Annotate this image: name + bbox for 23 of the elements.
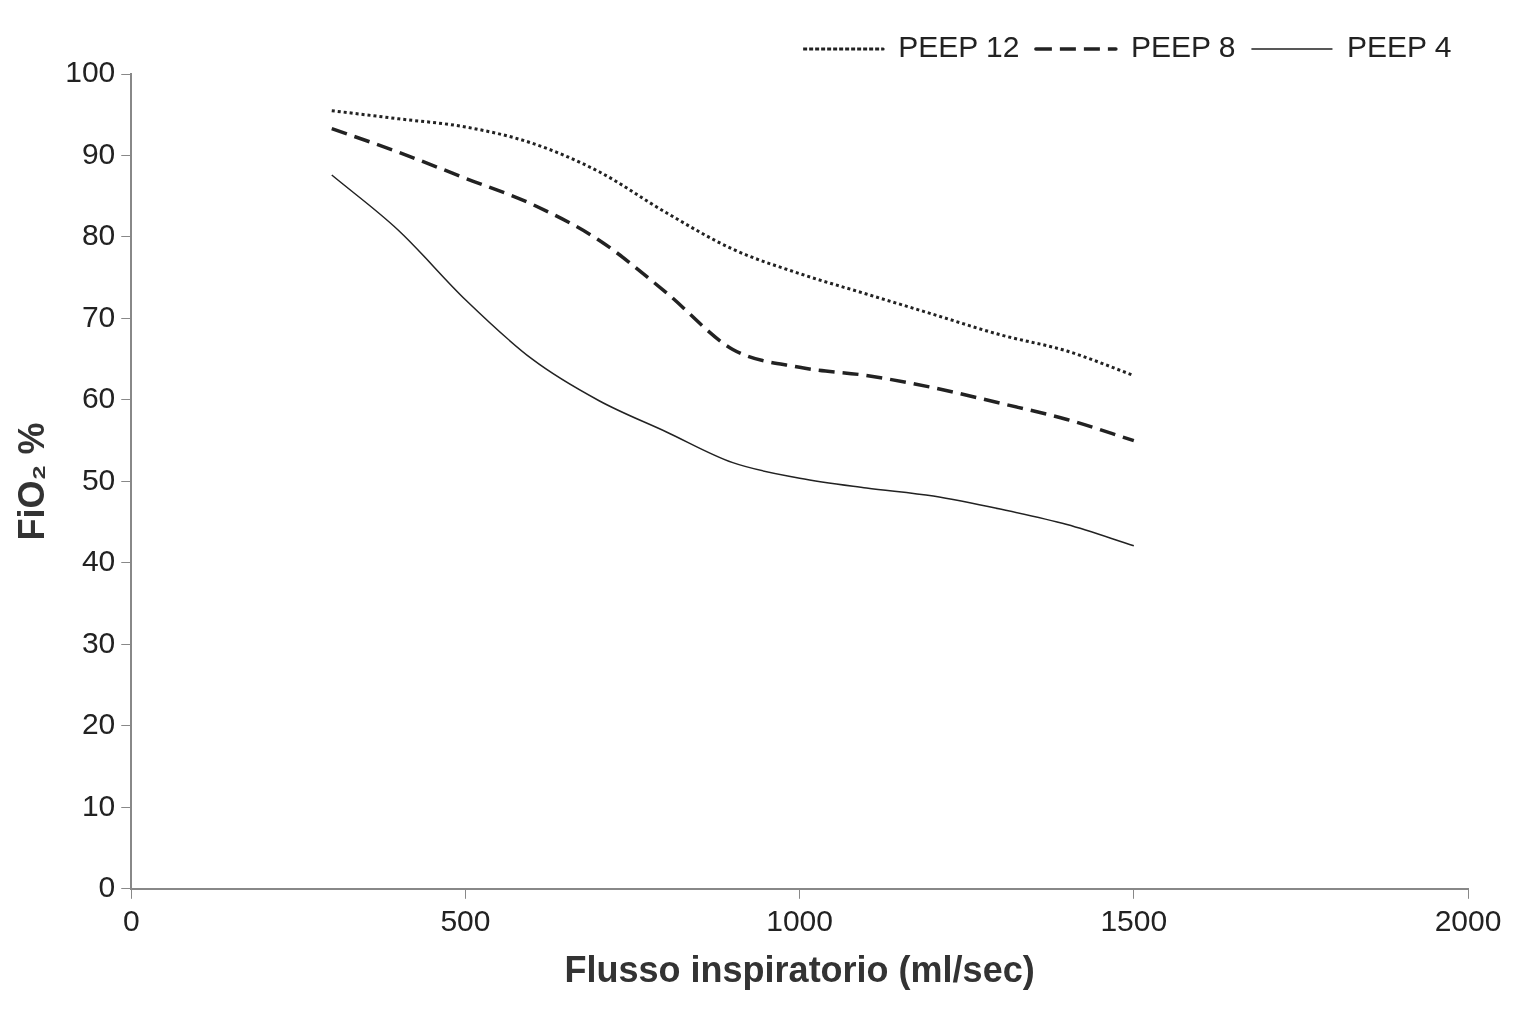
x-tick-label: 500 <box>440 904 491 938</box>
x-tick-label: 2000 <box>1434 904 1502 938</box>
y-tick-label: 80 <box>81 218 116 252</box>
y-tick-label: 0 <box>98 870 116 904</box>
y-tick-label: 20 <box>81 707 116 741</box>
y-tick-label: 50 <box>81 462 116 496</box>
y-tick-label: 70 <box>81 299 116 333</box>
line-series <box>330 126 1136 443</box>
x-tick-label: 0 <box>122 904 140 938</box>
legend-label: PEEP 4 <box>1346 30 1452 64</box>
x-tick-label: 1500 <box>1100 904 1168 938</box>
y-tick-label: 10 <box>81 788 116 822</box>
y-tick-label: 40 <box>81 544 116 578</box>
y-tick-label: 30 <box>81 625 116 659</box>
legend-label: PEEP 12 <box>898 30 1020 64</box>
y-axis-title: FiO₂ % <box>10 422 52 541</box>
x-axis-title: Flusso inspiratorio (ml/sec) <box>564 949 1035 991</box>
line-series <box>331 174 1135 547</box>
y-tick-label: 90 <box>81 136 116 170</box>
x-tick-label: 1000 <box>766 904 833 938</box>
legend-label: PEEP 8 <box>1130 30 1236 64</box>
y-tick-label: 60 <box>81 381 116 415</box>
y-tick-label: 100 <box>65 55 116 89</box>
